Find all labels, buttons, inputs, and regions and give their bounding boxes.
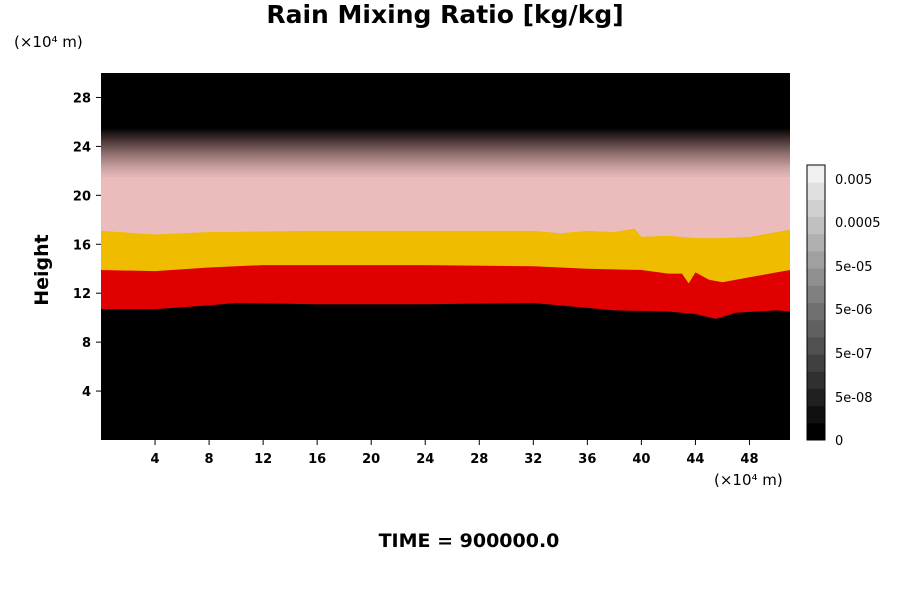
colorbar-swatch — [807, 216, 825, 235]
colorbar-swatch — [807, 405, 825, 424]
x-tick-label: 12 — [254, 452, 272, 467]
colorbar-swatch — [807, 422, 825, 441]
band-yellow-overlay — [101, 232, 790, 284]
y-tick-label: 8 — [82, 336, 91, 351]
x-tick-label: 8 — [205, 452, 214, 467]
time-footer: TIME = 900000.0 — [378, 530, 560, 552]
x-tick-label: 28 — [470, 452, 488, 467]
colorbar-label: 0 — [835, 434, 843, 449]
y-tick-label: 12 — [73, 287, 91, 302]
colorbar-swatch — [807, 354, 825, 372]
colorbar-label: 5e-08 — [835, 391, 873, 406]
upper-gradient-band — [101, 128, 790, 177]
chart-title: Rain Mixing Ratio [kg/kg] — [266, 0, 624, 29]
colorbar-swatch — [807, 233, 825, 252]
colorbar-swatch — [807, 302, 825, 321]
y-tick-label: 16 — [73, 238, 91, 253]
y-axis-unit: (×10⁴ m) — [14, 33, 83, 51]
colorbar-label: 5e-05 — [835, 260, 873, 275]
x-tick-label: 16 — [308, 452, 326, 467]
y-tick-label: 20 — [73, 189, 91, 204]
x-axis-unit: (×10⁴ m) — [714, 471, 783, 489]
colorbar-swatch — [807, 268, 825, 286]
y-tick-label: 28 — [73, 91, 91, 106]
colorbar-swatch — [807, 285, 825, 303]
colorbar-swatch — [807, 165, 825, 183]
x-tick-label: 24 — [416, 452, 434, 467]
x-tick-label: 36 — [578, 452, 596, 467]
x-tick-label: 4 — [151, 452, 160, 467]
colorbar-swatch — [807, 336, 825, 355]
y-tick-label: 4 — [82, 385, 91, 400]
y-tick-label: 24 — [73, 140, 91, 155]
colorbar-swatch — [807, 319, 825, 338]
colorbar-label: 0.005 — [835, 173, 872, 188]
colorbar-label: 5e-07 — [835, 347, 873, 362]
colorbar-label: 0.0005 — [835, 216, 881, 231]
band-pink-top — [101, 176, 790, 239]
colorbar-frame — [806, 164, 826, 441]
x-tick-label: 40 — [632, 452, 650, 467]
colorbar-swatch — [807, 371, 825, 389]
colorbar-swatch — [807, 182, 825, 200]
x-tick-label: 32 — [524, 452, 542, 467]
colorbar-swatch — [807, 250, 825, 269]
colorbar-swatch — [807, 388, 825, 407]
colorbar-swatch — [807, 199, 825, 218]
x-tick-label: 48 — [740, 452, 758, 467]
colorbar-label: 5e-06 — [835, 303, 873, 318]
x-tick-label: 20 — [362, 452, 380, 467]
x-tick-label: 44 — [686, 452, 704, 467]
